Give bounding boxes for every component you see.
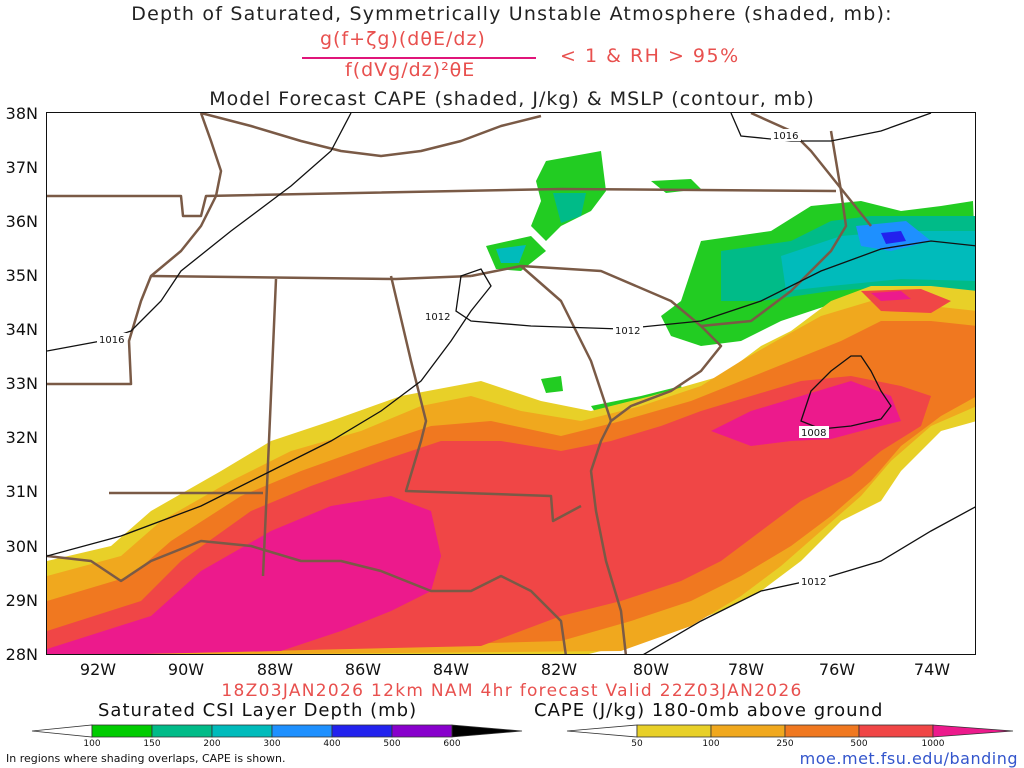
cape-tick: 250 <box>776 739 794 749</box>
lat-label: 33N <box>5 374 38 393</box>
csi-color-swatch <box>211 724 273 738</box>
cape-tick: 100 <box>702 739 720 749</box>
isobar-label: 1012 <box>801 577 826 588</box>
formula-numerator: g(f+ζg)(dθE/dz) <box>320 28 486 50</box>
isobar-label: 1016 <box>773 131 798 142</box>
csi-color-swatch <box>331 724 393 738</box>
lat-label: 35N <box>5 266 38 285</box>
csi-tick: 100 <box>83 739 101 749</box>
lat-label: 30N <box>5 537 38 556</box>
cape-color-swatch <box>858 724 934 738</box>
lon-label: 80W <box>632 660 670 679</box>
csi-tick: 500 <box>383 739 401 749</box>
lat-label: 28N <box>5 645 38 664</box>
isobar-label: 1012 <box>615 326 640 337</box>
csi-colorbar-title: Saturated CSI Layer Depth (mb) <box>98 700 418 721</box>
cape-color-swatch <box>784 724 860 738</box>
lat-label: 29N <box>5 591 38 610</box>
map-canvas: 1016 1016 1012 1012 1008 1012 <box>47 113 975 654</box>
lon-label: 76W <box>818 660 856 679</box>
csi-tick: 200 <box>203 739 221 749</box>
lat-label: 32N <box>5 428 38 447</box>
forecast-valid-line: 18Z03JAN2026 12km NAM 4hr forecast Valid… <box>221 681 803 701</box>
lon-label: 74W <box>913 660 951 679</box>
cape-tick: 1000 <box>921 739 945 749</box>
fraction-bar <box>302 57 536 59</box>
csi-tick: 400 <box>323 739 341 749</box>
lon-label: 86W <box>344 660 382 679</box>
isobar-label: 1012 <box>425 312 450 323</box>
lon-label: 90W <box>167 660 205 679</box>
formula-criteria: < 1 & RH > 95% <box>560 45 740 67</box>
isobar-label: 1016 <box>99 335 124 346</box>
forecast-map: 1016 1016 1012 1012 1008 1012 <box>46 112 976 655</box>
csi-tick: 300 <box>263 739 281 749</box>
state-boundaries <box>47 113 872 654</box>
lon-label: 82W <box>540 660 578 679</box>
csi-color-swatch <box>451 724 523 738</box>
csi-color-swatch <box>151 724 213 738</box>
cape-shading <box>47 286 975 654</box>
source-url[interactable]: moe.met.fsu.edu/banding <box>799 749 1018 768</box>
csi-color-swatch <box>271 724 333 738</box>
lon-label: 88W <box>256 660 294 679</box>
isobar-labels: 1016 1016 1012 1012 1008 1012 <box>97 129 829 588</box>
cape-color-swatch <box>636 724 712 738</box>
lat-label: 36N <box>5 212 38 231</box>
formula-denominator: f(dVg/dz)²θE <box>345 59 476 81</box>
lat-label: 31N <box>5 482 38 501</box>
cape-color-swatch <box>566 724 638 738</box>
lon-label: 78W <box>727 660 765 679</box>
csi-tick: 600 <box>443 739 461 749</box>
overlap-note: In regions where shading overlaps, CAPE … <box>6 752 286 765</box>
csi-color-swatch <box>31 724 93 738</box>
csi-colorbar <box>31 724 523 738</box>
csi-tick: 150 <box>143 739 161 749</box>
cape-tick: 50 <box>631 739 643 749</box>
cape-colorbar-title: CAPE (J/kg) 180-0mb above ground <box>534 700 884 721</box>
lon-label: 92W <box>79 660 117 679</box>
cape-color-swatch <box>932 724 1014 738</box>
isobar-label: 1008 <box>801 428 826 439</box>
csi-color-swatch <box>391 724 453 738</box>
lat-label: 37N <box>5 158 38 177</box>
cape-tick: 500 <box>850 739 868 749</box>
title-line-3: Model Forecast CAPE (shaded, J/kg) & MSL… <box>209 88 815 110</box>
lon-label: 84W <box>432 660 470 679</box>
lat-label: 38N <box>5 104 38 123</box>
cape-colorbar <box>566 724 1014 738</box>
cape-color-swatch <box>710 724 786 738</box>
title-line-1: Depth of Saturated, Symmetrically Unstab… <box>131 3 893 25</box>
csi-color-swatch <box>91 724 153 738</box>
lat-label: 34N <box>5 320 38 339</box>
